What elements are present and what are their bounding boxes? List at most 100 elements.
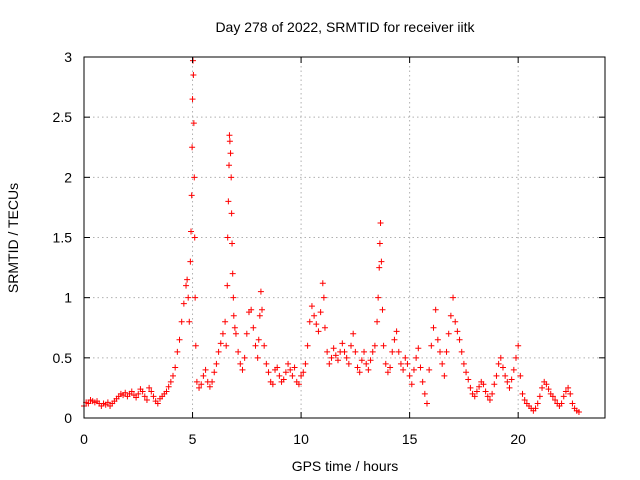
data-point [447,312,454,319]
data-point [165,383,172,390]
data-point [146,384,153,391]
data-point [387,364,394,371]
data-point [317,309,324,316]
data-point [183,282,190,289]
data-point [213,360,220,367]
data-point [369,348,376,355]
data-point [397,360,404,367]
data-point [223,342,230,349]
data-point [367,357,374,364]
x-axis-ticks: 0 5 10 15 20 [80,57,526,447]
data-point [229,240,236,247]
data-point [404,360,411,367]
data-point [534,400,541,407]
data-point [321,324,328,331]
data-point [222,318,229,325]
data-point [243,330,250,337]
data-point [339,340,346,347]
data-point [135,390,142,397]
y-tick-label: 0.5 [53,350,73,366]
data-point [172,364,179,371]
data-point [506,384,513,391]
data-point [291,364,298,371]
data-point [486,396,493,403]
data-point [423,400,430,407]
plot-frame [83,56,606,419]
data-point [567,390,574,397]
x-axis-label: GPS time / hours [292,458,399,474]
data-point [191,234,198,241]
data-point [502,372,509,379]
data-point [545,386,552,393]
data-point [380,342,387,349]
data-point [552,396,559,403]
data-point [419,378,426,385]
data-point [434,336,441,343]
data-point [320,294,327,301]
data-point [180,300,187,307]
data-point [539,384,546,391]
data-point [211,369,218,376]
data-point [395,348,402,355]
data-point [191,174,198,181]
data-point [426,366,433,373]
y-tick-label: 0 [64,410,72,426]
data-point [189,144,196,151]
data-point [450,294,457,301]
data-point [170,372,177,379]
data-point [300,369,307,376]
data-point [139,388,146,395]
data-point [269,381,276,388]
data-point [235,348,242,355]
y-axis-label: SRMTID / TECUs [5,183,21,293]
data-point [536,393,543,400]
data-point [280,376,287,383]
data-point [226,162,233,169]
data-point [428,342,435,349]
data-point [265,369,272,376]
data-point [476,383,483,390]
grid-lines [84,57,605,418]
data-point [188,192,195,199]
data-point [308,303,315,310]
data-point [263,360,270,367]
data-point [376,240,383,247]
data-point [560,393,567,400]
data-point [432,306,439,313]
data-point [463,369,470,376]
data-point [261,342,268,349]
data-point [241,354,248,361]
data-point [285,360,292,367]
data-point [174,348,181,355]
data-point [200,372,207,379]
data-point [189,96,196,103]
data-point [352,348,359,355]
data-point [410,366,417,373]
data-point [439,360,446,367]
data-point [154,400,161,407]
data-point [484,393,491,400]
x-tick-label: 15 [402,431,418,447]
data-point [148,388,155,395]
data-point [289,372,296,379]
data-point [575,408,582,415]
data-point [231,324,238,331]
x-tick-label: 10 [293,431,309,447]
data-point [521,396,528,403]
data-point [515,342,522,349]
data-point [295,381,302,388]
data-point [361,348,368,355]
data-point [517,372,524,379]
data-point [497,354,504,361]
data-point [274,364,281,371]
data-point [226,138,233,145]
data-point [519,390,526,397]
data-point [465,376,472,383]
data-point [202,366,209,373]
data-point [217,340,224,347]
data-point [504,378,511,385]
data-point [365,366,372,373]
data-point [196,384,203,391]
data-point [128,388,135,395]
data-points [81,57,582,415]
